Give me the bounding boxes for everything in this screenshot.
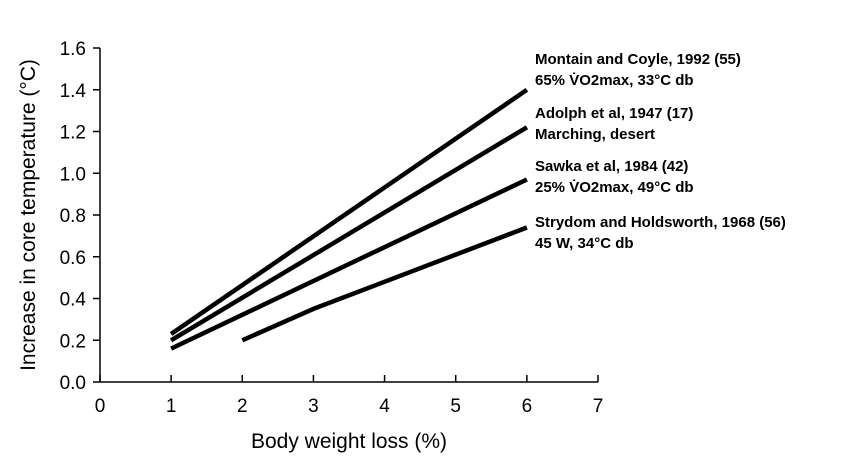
x-axis-title: Body weight loss (%) [251,430,447,453]
series-label-4-source: Strydom and Holdsworth, 1968 (56) [535,214,786,231]
x-tick-label: 3 [308,396,319,417]
y-tick-label: 0.6 [60,248,86,269]
series-label-3-source: Sawka et al, 1984 (42) [535,158,688,175]
x-tick-label: 6 [522,396,533,417]
series-label-1-source: Montain and Coyle, 1992 (55) [535,51,741,68]
series-line-3 [170,177,528,351]
x-tick-label: 1 [166,396,177,417]
y-tick-label: 0.0 [60,373,86,394]
series-line-1 [169,87,529,336]
series-line-2 [169,125,529,343]
x-tick-label: 0 [95,396,106,417]
y-tick-label: 0.4 [60,290,87,311]
y-tick-label: 1.6 [60,39,86,60]
series-label-4-condition: 45 W, 34°C db [535,235,634,252]
x-tick-label: 5 [450,396,461,417]
y-axis-title: Increase in core temperature (°C) [17,59,40,371]
y-tick-label: 0.8 [60,206,86,227]
y-tick-label: 1.0 [60,164,86,185]
x-tick-label: 2 [237,396,248,417]
series-line-4 [241,225,528,343]
series-label-2-source: Adolph et al, 1947 (17) [535,105,693,122]
series-label-3-condition: 25% V̇O2max, 49°C db [535,179,694,196]
x-tick-label: 4 [379,396,390,417]
series-lines [169,87,529,351]
x-tick-label: 7 [593,396,604,417]
y-tick-label: 0.2 [60,331,86,352]
series-label-2-condition: Marching, desert [535,126,655,143]
series-labels: Montain and Coyle, 1992 (55) 65% V̇O2max,… [535,51,786,252]
x-ticks: 0 1 2 3 4 5 6 7 [95,375,604,417]
series-label-1-condition: 65% V̇O2max, 33°C db [535,72,694,89]
y-tick-label: 1.4 [60,81,87,102]
y-ticks: 0.0 0.2 0.4 0.6 0.8 1.0 1.2 1.4 1.6 [60,39,100,394]
y-tick-label: 1.2 [60,123,86,144]
